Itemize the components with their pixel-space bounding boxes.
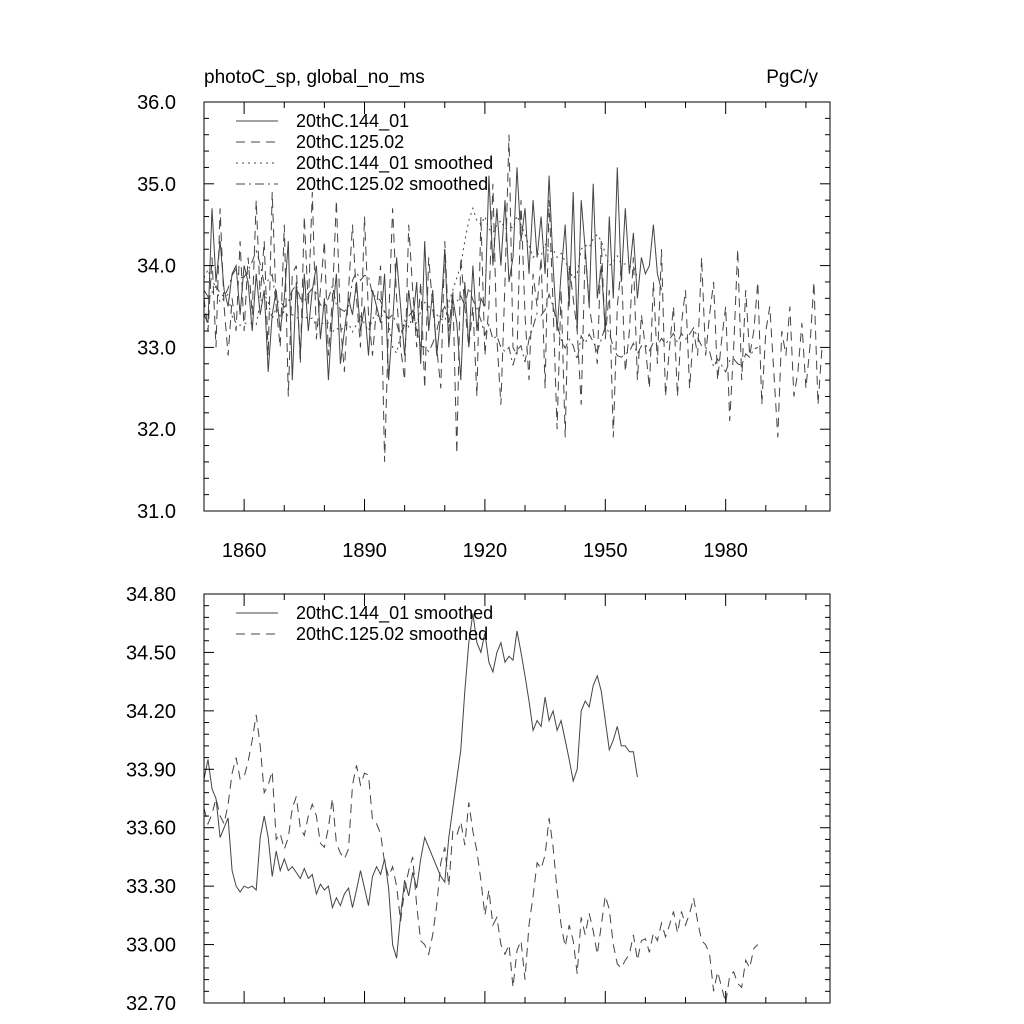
y-tick-label: 34.0 xyxy=(137,256,176,278)
legend-label: 20thC.144_01 smoothed xyxy=(296,153,493,174)
y-tick-label: 34.80 xyxy=(126,584,176,606)
x-tick-label: 1920 xyxy=(463,540,508,562)
legend-label: 20thC.125.02 smoothed xyxy=(296,624,488,644)
bottom-plot-panel: 32.70 33.00 33.30 33.60 33.90 34.20 34.50 34.80… xyxy=(126,584,831,1015)
legend-label: 20thC.125.02 smoothed xyxy=(296,174,488,194)
y-tick-label: 32.0 xyxy=(137,419,176,441)
series-line-20thc-125-02-smoothed xyxy=(204,249,758,374)
y-tick-label: 36.0 xyxy=(137,92,176,114)
y-tick-label: 34.20 xyxy=(126,701,176,723)
chart-title-right: PgC/y xyxy=(766,67,818,88)
x-tick-label: 1890 xyxy=(342,540,387,562)
y-tick-label: 33.60 xyxy=(126,818,176,840)
y-tick-label: 33.90 xyxy=(126,759,176,781)
top-plot-panel: 31.0 32.0 33.0 34.0 35.0 36.0 1860 1890 1920 1950… xyxy=(137,92,831,562)
legend-label: 20thC.144_01 smoothed xyxy=(296,603,493,624)
y-tick-label: 33.00 xyxy=(126,935,176,957)
x-tick-label: 1950 xyxy=(583,540,628,562)
y-tick-label: 31.0 xyxy=(137,501,176,523)
x-tick-label: 1980 xyxy=(703,540,748,562)
series-line-20thc-144-01 xyxy=(204,167,662,381)
plot-frame xyxy=(203,593,831,1004)
y-tick-label: 32.70 xyxy=(126,993,176,1015)
y-tick-label: 34.50 xyxy=(126,642,176,664)
x-tick-label: 1860 xyxy=(222,540,267,562)
legend-label: 20thC.144_01 xyxy=(296,111,409,132)
series-line-20thc-125-02 xyxy=(204,134,823,462)
series-line-20thc-144-01-smoothed xyxy=(204,613,638,959)
series-line-20thc-125-02-smoothed xyxy=(204,714,759,1003)
plot-frame xyxy=(203,101,831,512)
y-tick-label: 33.0 xyxy=(137,337,176,359)
y-tick-label: 35.0 xyxy=(137,174,176,196)
chart-title-left: photoC_sp, global_no_ms xyxy=(204,67,425,88)
y-tick-label: 33.30 xyxy=(126,876,176,898)
legend-label: 20thC.125.02 xyxy=(296,132,404,152)
